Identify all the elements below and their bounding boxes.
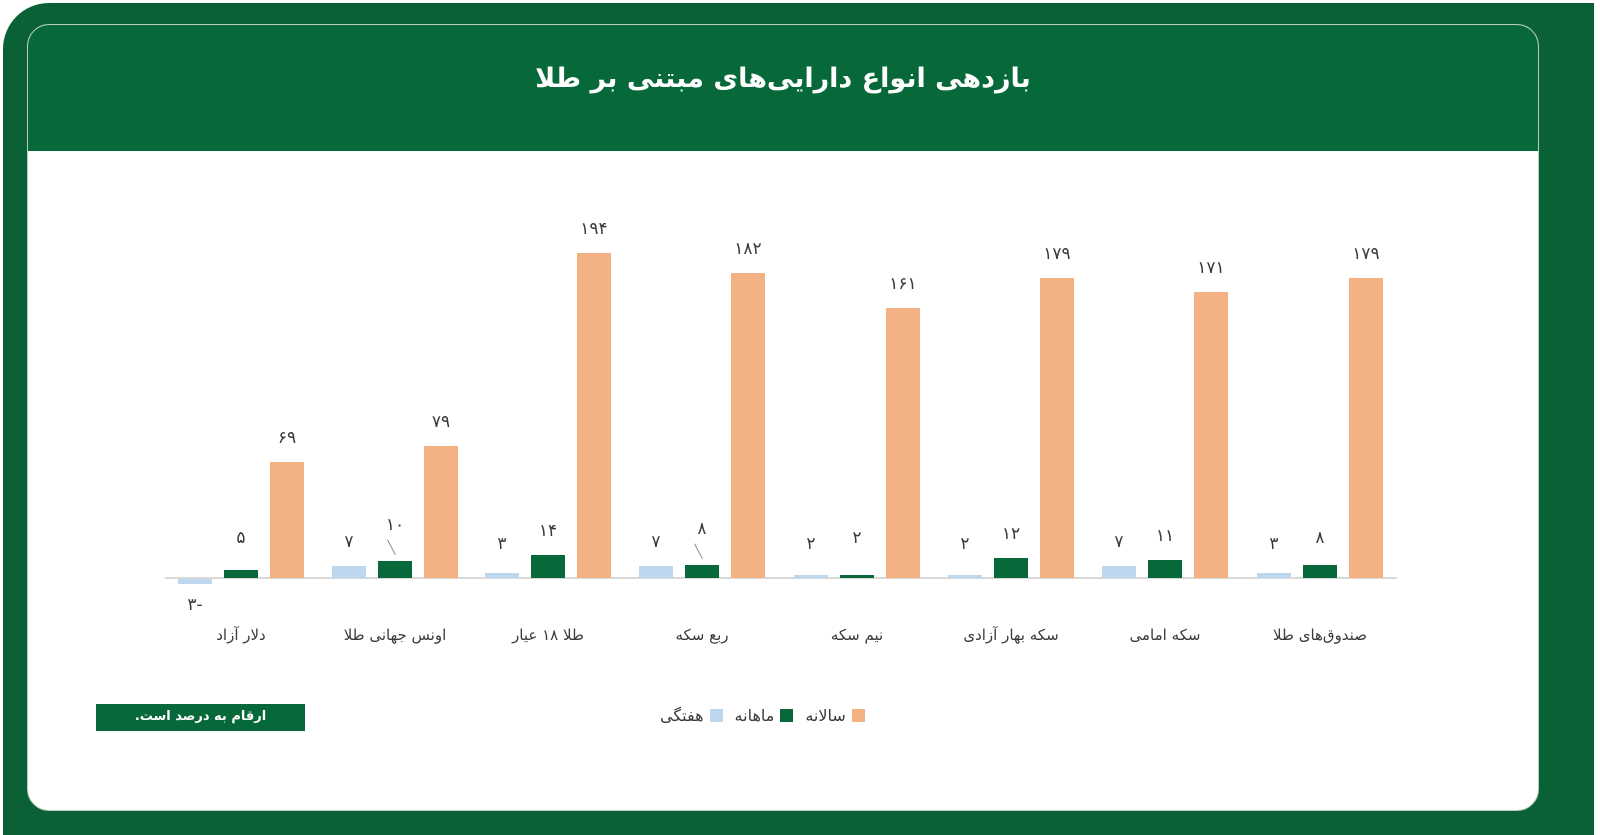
value-label-weekly: ۳ [497,534,507,554]
value-label-annual: ۱۷۹ [1043,244,1071,265]
value-label-monthly: ۱۱ [1155,525,1175,546]
bar-monthly [1148,559,1182,578]
legend-swatch-annual [851,708,865,722]
value-label-monthly: ۱۰ [385,515,405,536]
bar-annual [886,308,920,578]
value-label-monthly: ۱۴ [538,520,558,541]
bar-annual [424,445,458,578]
value-label-annual: ۷۹ [431,411,451,432]
bar-weekly [178,579,212,585]
value-label-monthly: ۵ [236,528,246,548]
legend-swatch-monthly [780,708,794,722]
bar-monthly [531,554,565,578]
legend-label-monthly: ماهانه [734,705,775,725]
value-label-annual: ۱۷۱ [1197,257,1225,278]
bar-monthly [994,557,1028,578]
value-label-weekly: ۳ [1269,534,1279,554]
percent-note-badge: ارقام به درصد است. [96,704,305,731]
bar-weekly [948,574,982,578]
category-label: نیم سکه [830,626,884,644]
value-label-annual: ۱۷۹ [1352,244,1380,265]
value-label-annual: ۱۶۱ [889,274,917,295]
bar-monthly [378,561,412,578]
value-label-weekly: ۷ [651,532,661,553]
bar-weekly [639,566,673,578]
bar-monthly [840,574,874,578]
bar-annual [270,462,304,578]
bar-weekly [332,566,366,578]
bar-weekly [794,574,828,578]
chart-card: بازدهی انواع دارایی‌های مبتنی بر طلا [27,24,1539,811]
category-label: سکه امامی [1129,626,1201,644]
legend-label-weekly: هفتگی [660,705,704,725]
bar-annual [577,253,611,578]
category-label: سکه بهار آزادی [963,626,1059,644]
value-label-annual: ۱۸۲ [734,239,762,260]
bar-annual [1349,278,1383,578]
category-label: ربع سکه [675,626,729,644]
legend-label-annual: سالانه [805,705,846,725]
value-label-weekly: ۲ [960,534,970,554]
value-label-weekly: ۷ [1114,532,1124,553]
chart-header: بازدهی انواع دارایی‌های مبتنی بر طلا [28,25,1538,151]
bar-monthly [224,569,258,578]
x-axis-baseline [165,577,1397,579]
value-label-monthly: ۱۲ [1001,523,1021,544]
legend-item-annual: سالانه [805,705,865,725]
value-label-monthly: ۸ [697,518,707,539]
category-label: صندوق‌های طلا [1273,626,1367,644]
bar-weekly [1102,566,1136,578]
bar-annual [731,273,765,578]
category-label: اونس جهانی طلا [343,626,447,644]
legend-item-weekly: هفتگی [660,706,723,725]
value-label-annual: ۱۹۴ [580,219,608,239]
category-label: طلا ۱۸ عیار [512,626,584,644]
bar-monthly [1303,564,1337,578]
category-label: دلار آزاد [216,626,266,644]
value-label-weekly: -۳ [187,595,203,616]
bar-monthly [685,564,719,578]
chart-legend: سالانه ماهانه هفتگی [660,705,865,725]
value-label-annual: ۶۹ [277,428,297,449]
bar-weekly [1257,572,1291,578]
value-label-monthly: ۸ [1315,528,1325,548]
leader-line [387,539,396,556]
leader-line [694,543,703,559]
legend-swatch-weekly [709,708,723,722]
bar-weekly [485,572,519,578]
chart-title: بازدهی انواع دارایی‌های مبتنی بر طلا [535,63,1031,94]
value-label-monthly: ۲ [852,528,862,548]
value-label-weekly: ۲ [806,534,816,554]
bar-annual [1040,278,1074,578]
value-label-weekly: ۷ [344,532,354,553]
bar-annual [1194,291,1228,578]
legend-item-monthly: ماهانه [735,706,794,725]
